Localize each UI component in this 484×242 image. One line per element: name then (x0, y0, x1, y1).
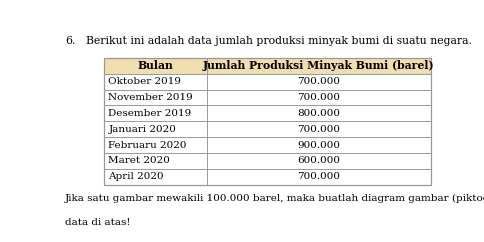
Text: 6.: 6. (65, 36, 76, 45)
Text: Jumlah Produksi Minyak Bumi (barel): Jumlah Produksi Minyak Bumi (barel) (203, 60, 434, 71)
Text: Bulan: Bulan (137, 60, 173, 71)
Text: Oktober 2019: Oktober 2019 (108, 77, 181, 86)
Text: 700.000: 700.000 (297, 77, 340, 86)
Text: April 2020: April 2020 (108, 172, 164, 181)
Text: 900.000: 900.000 (297, 141, 340, 150)
Text: Berikut ini adalah data jumlah produksi minyak bumi di suatu negara.: Berikut ini adalah data jumlah produksi … (86, 36, 471, 45)
Text: data di atas!: data di atas! (65, 218, 130, 227)
Text: Desember 2019: Desember 2019 (108, 109, 191, 118)
Text: 600.000: 600.000 (297, 156, 340, 165)
Text: November 2019: November 2019 (108, 93, 193, 102)
Bar (104, 58, 430, 74)
Text: 700.000: 700.000 (297, 172, 340, 181)
Text: 700.000: 700.000 (297, 93, 340, 102)
Text: Februaru 2020: Februaru 2020 (108, 141, 186, 150)
Text: Maret 2020: Maret 2020 (108, 156, 170, 165)
Text: Jika satu gambar mewakili 100.000 barel, maka buatlah diagram gambar (piktogram): Jika satu gambar mewakili 100.000 barel,… (65, 194, 484, 203)
Text: 700.000: 700.000 (297, 125, 340, 134)
Text: Januari 2020: Januari 2020 (108, 125, 176, 134)
Text: 800.000: 800.000 (297, 109, 340, 118)
